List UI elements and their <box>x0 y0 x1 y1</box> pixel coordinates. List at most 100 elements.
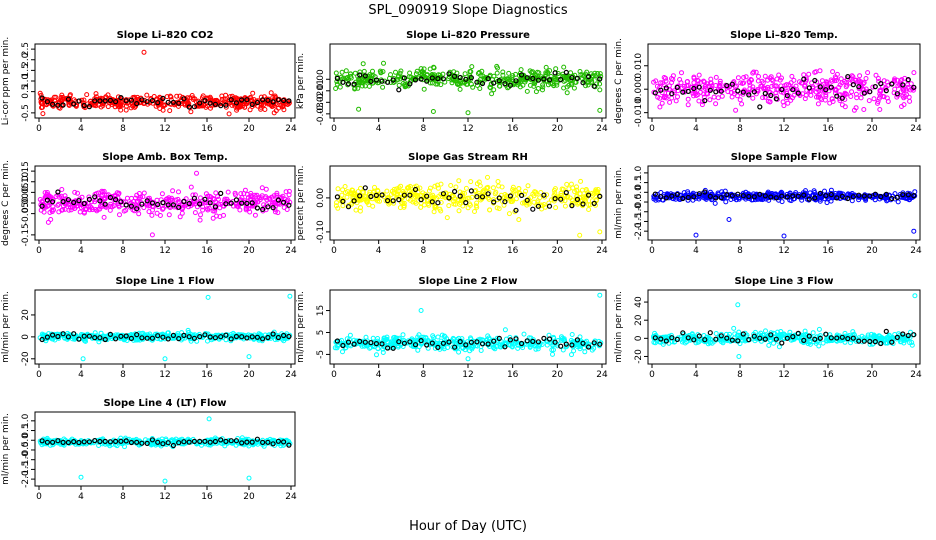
y-tick-label: -1.5 <box>634 213 644 231</box>
data-point <box>561 85 567 91</box>
reference-point <box>452 73 458 80</box>
reference-point <box>457 74 463 81</box>
reference-point <box>828 335 834 341</box>
reference-point <box>275 438 281 444</box>
data-point <box>395 188 401 194</box>
data-point <box>592 70 598 76</box>
reference-point <box>265 97 271 103</box>
data-point <box>463 185 469 191</box>
x-tick-label: 0 <box>331 124 337 134</box>
outlier-point <box>726 217 732 222</box>
data-point <box>430 192 436 198</box>
data-point <box>712 200 718 206</box>
data-point <box>566 186 572 192</box>
data-point <box>569 332 575 337</box>
reference-point <box>479 80 486 87</box>
data-point <box>897 192 903 197</box>
data-point <box>431 209 437 215</box>
y-tick-label: 0.5 <box>634 175 644 189</box>
data-point <box>562 203 568 209</box>
reference-point <box>39 95 45 101</box>
data-point <box>144 92 150 98</box>
data-point <box>213 332 219 338</box>
reference-point <box>812 336 818 342</box>
x-tick-label: 8 <box>120 124 126 134</box>
data-point <box>661 75 667 80</box>
data-point <box>808 92 814 98</box>
data-point <box>116 204 122 210</box>
x-tick-label: 12 <box>778 370 789 380</box>
reference-point <box>86 103 93 110</box>
data-point <box>877 107 883 112</box>
reference-point <box>244 335 250 341</box>
reference-point <box>144 440 150 446</box>
data-point <box>358 205 363 211</box>
data-point <box>569 200 575 206</box>
data-point <box>360 338 366 344</box>
y-tick-label: -0.10 <box>316 220 326 244</box>
data-point <box>335 205 341 211</box>
data-point <box>188 201 194 206</box>
data-point <box>438 82 444 88</box>
data-point <box>537 195 543 201</box>
reference-point <box>191 438 197 444</box>
y-tick-label: 0.5 <box>21 84 31 98</box>
reference-point <box>396 339 402 345</box>
data-point <box>239 435 245 441</box>
data-point <box>384 336 390 342</box>
reference-point <box>186 334 192 340</box>
data-point <box>244 191 250 197</box>
reference-point <box>357 193 363 199</box>
reference-point <box>541 192 547 198</box>
data-point <box>375 187 381 193</box>
data-point <box>40 111 46 117</box>
data-point <box>370 68 375 74</box>
data-point <box>360 61 366 67</box>
data-point <box>853 78 859 83</box>
data-point <box>758 330 764 336</box>
x-tick-label: 24 <box>285 492 297 502</box>
data-point <box>755 78 761 84</box>
data-point <box>690 90 696 96</box>
reference-point <box>746 92 752 98</box>
reference-point <box>65 439 72 446</box>
data-point <box>741 75 747 80</box>
data-point <box>475 71 481 76</box>
data-point <box>770 78 776 84</box>
data-point <box>898 78 904 84</box>
data-point <box>518 343 524 349</box>
x-tick-label: 8 <box>420 246 426 256</box>
data-point <box>760 192 766 198</box>
data-point <box>75 190 80 196</box>
data-point <box>586 77 592 83</box>
reference-point <box>244 200 250 206</box>
data-point <box>500 72 506 78</box>
y-axis-label: ml/min per min. <box>1 413 11 485</box>
reference-point <box>155 201 161 208</box>
data-point <box>839 102 845 108</box>
reference-point <box>233 333 239 340</box>
reference-point <box>76 439 82 446</box>
y-tick-label: -20 <box>634 349 644 364</box>
data-point <box>415 189 421 195</box>
data-point <box>464 81 470 87</box>
data-point <box>802 328 808 334</box>
reference-point <box>507 193 513 199</box>
data-point <box>62 206 68 212</box>
x-tick-label: 20 <box>552 370 564 380</box>
reference-point <box>176 204 182 210</box>
reference-point <box>518 72 525 78</box>
reference-point <box>724 82 730 89</box>
x-tick-label: 16 <box>822 246 834 256</box>
x-tick-label: 8 <box>737 246 743 256</box>
data-point <box>509 199 515 204</box>
reference-point <box>144 198 150 204</box>
data-point <box>446 76 451 82</box>
x-tick-label: 8 <box>737 370 743 380</box>
data-point <box>421 86 427 92</box>
data-point <box>658 80 664 86</box>
data-point <box>558 190 564 196</box>
reference-point <box>170 99 176 105</box>
x-tick-label: 0 <box>331 246 337 256</box>
data-point <box>867 335 873 341</box>
